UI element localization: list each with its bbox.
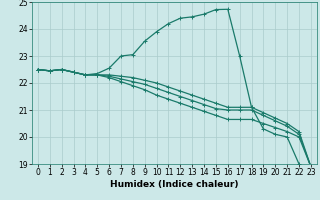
- X-axis label: Humidex (Indice chaleur): Humidex (Indice chaleur): [110, 180, 239, 189]
